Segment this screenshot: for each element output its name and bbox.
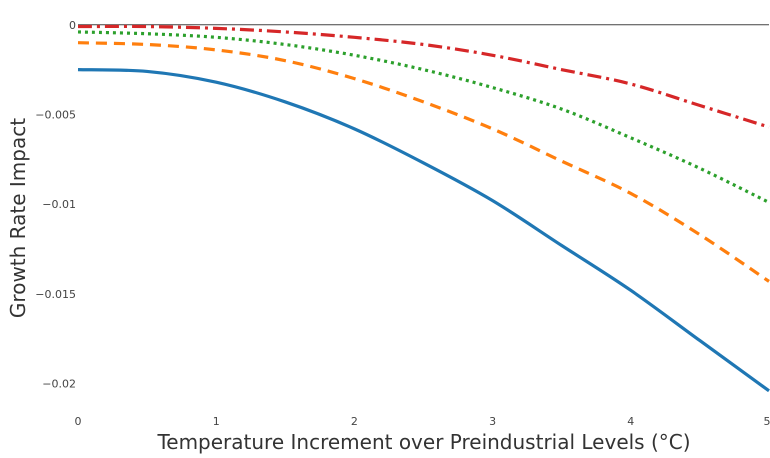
x-tick-label: 3 [489, 415, 496, 428]
x-tick-label: 5 [764, 415, 770, 428]
series-line-4 [77, 24, 770, 129]
y-tick-label: −0.01 [42, 198, 76, 211]
x-tick-label: 0 [75, 415, 82, 428]
y-axis-title: Growth Rate Impact [6, 118, 30, 318]
y-tick-label: 0 [69, 19, 76, 32]
y-tick-labels: 0 −0.005 −0.01 −0.015 −0.02 [35, 19, 76, 391]
x-tick-label: 2 [351, 415, 358, 428]
series-line-3 [77, 30, 770, 204]
series-line-1 [77, 68, 770, 393]
series-layer [77, 24, 770, 393]
x-tick-label: 4 [627, 415, 634, 428]
series-line-2 [77, 41, 770, 283]
x-tick-labels: 0 1 2 3 4 5 [75, 415, 770, 428]
y-tick-label: −0.005 [35, 108, 76, 121]
y-tick-label: −0.02 [42, 378, 76, 391]
y-tick-label: −0.015 [35, 288, 76, 301]
x-tick-label: 1 [213, 415, 220, 428]
x-axis-title: Temperature Increment over Preindustrial… [156, 430, 690, 454]
